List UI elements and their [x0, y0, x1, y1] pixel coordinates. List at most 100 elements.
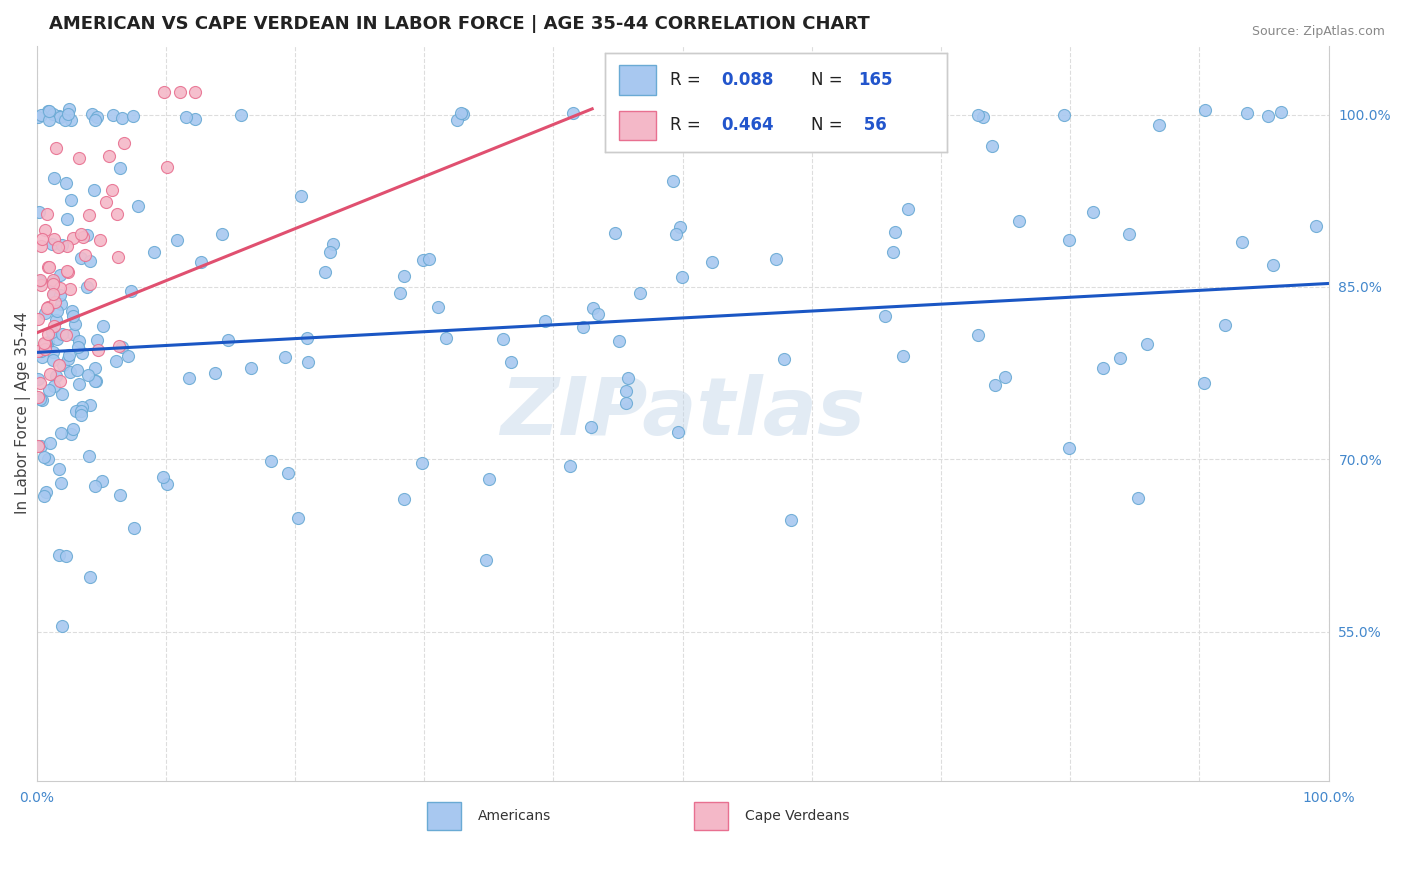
Point [579, 420, 602, 434]
Point [1091, 361, 1114, 376]
Point [614, 396, 637, 410]
Point [616, 371, 638, 385]
Point [75, 248, 97, 262]
Point [1194, 103, 1216, 117]
Point [37, 334, 59, 349]
Point [37, 300, 59, 314]
Point [38, 104, 60, 119]
Point [49, 425, 72, 440]
Point [91, 319, 114, 334]
Text: AMERICAN VS CAPE VERDEAN IN LABOR FORCE | AGE 35-44 CORRELATION CHART: AMERICAN VS CAPE VERDEAN IN LABOR FORCE … [49, 15, 870, 33]
Point [66, 362, 89, 376]
Point [27, 372, 49, 386]
Point [217, 333, 239, 347]
Point [1135, 337, 1157, 351]
Point [39, 368, 62, 382]
Point [42, 277, 65, 292]
Point [98, 148, 121, 162]
Point [183, 85, 205, 99]
Point [52, 359, 75, 373]
Point [87, 343, 110, 358]
Point [48, 111, 70, 125]
Point [56, 107, 79, 121]
Point [453, 107, 475, 121]
Point [37, 260, 59, 274]
Point [42, 287, 65, 301]
Point [44, 231, 66, 245]
Point [70, 400, 93, 414]
Point [56, 239, 79, 253]
Point [184, 112, 207, 126]
Point [274, 350, 297, 364]
Point [314, 265, 336, 279]
Point [108, 488, 131, 502]
Point [1230, 235, 1253, 250]
Point [69, 227, 91, 242]
Point [30, 278, 52, 293]
Point [665, 227, 688, 241]
Point [58, 102, 80, 116]
Point [30, 439, 52, 453]
Point [156, 160, 179, 174]
Point [412, 253, 434, 268]
Point [55, 549, 77, 564]
Point [83, 361, 105, 376]
Point [875, 310, 897, 324]
Point [79, 570, 101, 584]
Point [394, 269, 416, 284]
Point [83, 375, 105, 389]
Point [994, 370, 1017, 384]
Point [56, 351, 79, 366]
Point [80, 107, 103, 121]
Point [67, 334, 90, 348]
Point [100, 183, 122, 197]
Point [27, 344, 49, 359]
Point [814, 105, 837, 120]
Point [120, 285, 142, 299]
Point [62, 310, 84, 324]
Point [211, 227, 233, 242]
Point [772, 351, 794, 366]
Point [1083, 204, 1105, 219]
Point [48, 109, 70, 123]
Point [69, 376, 91, 391]
Point [156, 476, 179, 491]
Point [86, 333, 108, 347]
Point [37, 327, 59, 342]
Point [51, 238, 73, 252]
Point [65, 403, 87, 417]
Point [1147, 118, 1170, 132]
Point [27, 274, 49, 288]
Point [1236, 106, 1258, 120]
Point [124, 521, 146, 535]
Point [169, 85, 191, 99]
Point [1057, 442, 1080, 456]
Point [70, 409, 93, 423]
Point [31, 392, 53, 407]
Text: Source: ZipAtlas.com: Source: ZipAtlas.com [1251, 25, 1385, 38]
Point [290, 189, 312, 203]
Point [41, 325, 63, 339]
Point [666, 425, 689, 439]
Point [499, 355, 522, 369]
Point [62, 231, 84, 245]
Point [983, 377, 1005, 392]
Point [765, 252, 787, 266]
Point [295, 331, 318, 345]
Point [108, 339, 131, 353]
Point [34, 337, 56, 351]
Point [28, 273, 51, 287]
Point [231, 107, 253, 121]
Point [55, 176, 77, 190]
Point [62, 422, 84, 436]
Point [48, 548, 70, 562]
Point [55, 327, 77, 342]
Point [747, 108, 769, 122]
Point [56, 265, 79, 279]
Point [53, 112, 76, 127]
Point [34, 342, 56, 356]
Point [666, 113, 689, 128]
Point [49, 475, 72, 490]
Point [83, 112, 105, 127]
Point [586, 307, 609, 321]
